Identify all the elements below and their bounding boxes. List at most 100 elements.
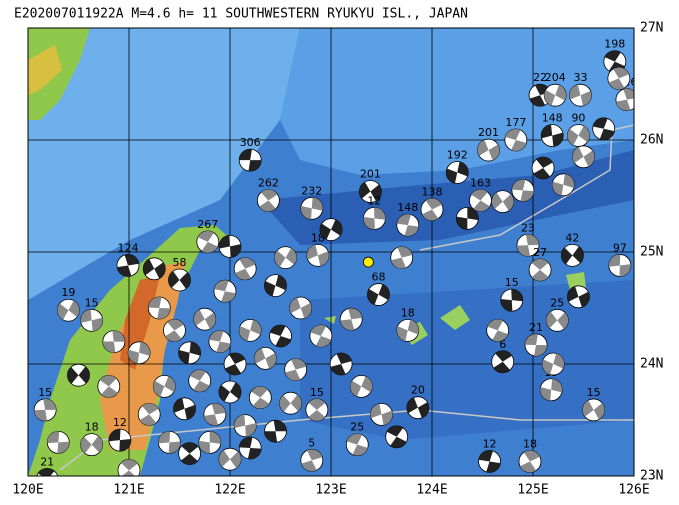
lat-tick-label: 27N [640,21,663,36]
focal-mechanism: 15 [80,296,104,332]
compression-quadrant [541,124,553,139]
lon-tick-label: 124E [416,483,447,498]
compression-quadrant [214,280,229,292]
compression-quadrant [209,330,224,342]
compression-quadrant [251,386,268,398]
compression-quadrant [289,297,301,314]
depth-label: 15 [310,386,324,399]
depth-label: 18 [85,421,99,434]
basemap: 3062622322011481381922011772220433198126… [28,28,634,476]
epicenter [362,256,374,268]
compression-quadrant [67,367,79,384]
compression-quadrant [492,330,508,342]
compression-quadrant [319,223,331,240]
focal-mechanism [339,307,363,331]
focal-mechanism [102,330,126,354]
compression-quadrant [540,387,552,401]
focal-mechanism: 148 [540,112,564,147]
compression-quadrant [502,194,514,211]
focal-mechanism [486,318,510,342]
compression-quadrant [274,250,286,268]
focal-mechanism [238,318,262,342]
depth-label: 204 [545,71,566,84]
compression-quadrant [91,317,103,332]
compression-quadrant [158,431,171,444]
depth-label: 138 [422,185,443,198]
compression-quadrant [142,403,159,415]
compression-quadrant [37,468,55,476]
compression-quadrant [572,246,584,264]
compression-quadrant [552,181,564,196]
depth-label: 201 [360,168,381,181]
focal-mechanism [188,369,212,393]
focal-mechanism [223,352,247,376]
compression-quadrant [78,366,90,384]
compression-quadrant [488,144,500,161]
compression-quadrant [139,341,151,356]
focal-mechanism [178,442,202,466]
compression-quadrant [391,257,406,269]
depth-label: 25 [350,421,364,434]
focal-mechanism [127,341,151,365]
compression-quadrant [311,197,323,211]
focal-mechanism: 27 [528,246,552,282]
compression-quadrant [264,281,276,297]
compression-quadrant [542,359,554,375]
compression-quadrant [197,230,214,242]
compression-quadrant [561,247,573,265]
compression-quadrant [279,395,291,412]
depth-label: 18 [523,437,537,450]
compression-quadrant [348,308,363,320]
focal-mechanism: 306 [238,136,262,172]
compression-quadrant [143,258,155,276]
compression-quadrant [361,376,373,393]
focal-mechanism [511,178,535,202]
compression-quadrant [285,248,297,265]
compression-quadrant [148,296,162,308]
compression-quadrant [179,272,191,289]
compression-quadrant [260,189,278,201]
compression-quadrant [80,309,92,323]
compression-quadrant [553,353,565,369]
compression-quadrant [336,353,352,364]
compression-quadrant [230,451,241,469]
focal-mechanism: 198 [603,38,627,73]
depth-label: 232 [301,184,322,197]
compression-quadrant [552,132,564,147]
focal-mechanism: 23 [516,221,540,257]
compression-quadrant [493,361,511,373]
compression-quadrant [520,461,537,473]
focal-mechanism: 15 [582,386,605,422]
compression-quadrant [613,67,630,79]
compression-quadrant [567,286,579,302]
depth-label: 27 [533,246,547,259]
compression-quadrant [184,404,196,420]
compression-quadrant [363,217,375,230]
compression-quadrant [193,380,210,392]
compression-quadrant [221,291,236,303]
compression-quadrant [529,95,546,107]
focal-mechanism: 201 [358,168,382,203]
compression-quadrant [211,403,226,415]
focal-mechanism: 201 [477,126,500,162]
compression-quadrant [189,341,201,356]
compression-quadrant [616,99,631,111]
compression-quadrant [34,409,48,421]
compression-quadrant [569,84,581,100]
compression-quadrant [181,453,198,465]
compression-quadrant [308,409,326,421]
compression-quadrant [154,262,166,279]
compression-quadrant [230,382,242,399]
focal-mechanism: 163 [469,176,492,212]
compression-quadrant [491,192,503,210]
focal-mechanism: 192 [445,148,469,184]
focal-mechanism: 15 [305,386,329,422]
compression-quadrant [599,128,615,140]
compression-quadrant [425,198,442,210]
focal-mechanism [567,285,590,309]
compression-quadrant [406,397,418,414]
compression-quadrant [235,268,251,280]
compression-quadrant [544,89,556,106]
compression-quadrant [108,429,121,442]
focal-mechanism [491,190,515,214]
